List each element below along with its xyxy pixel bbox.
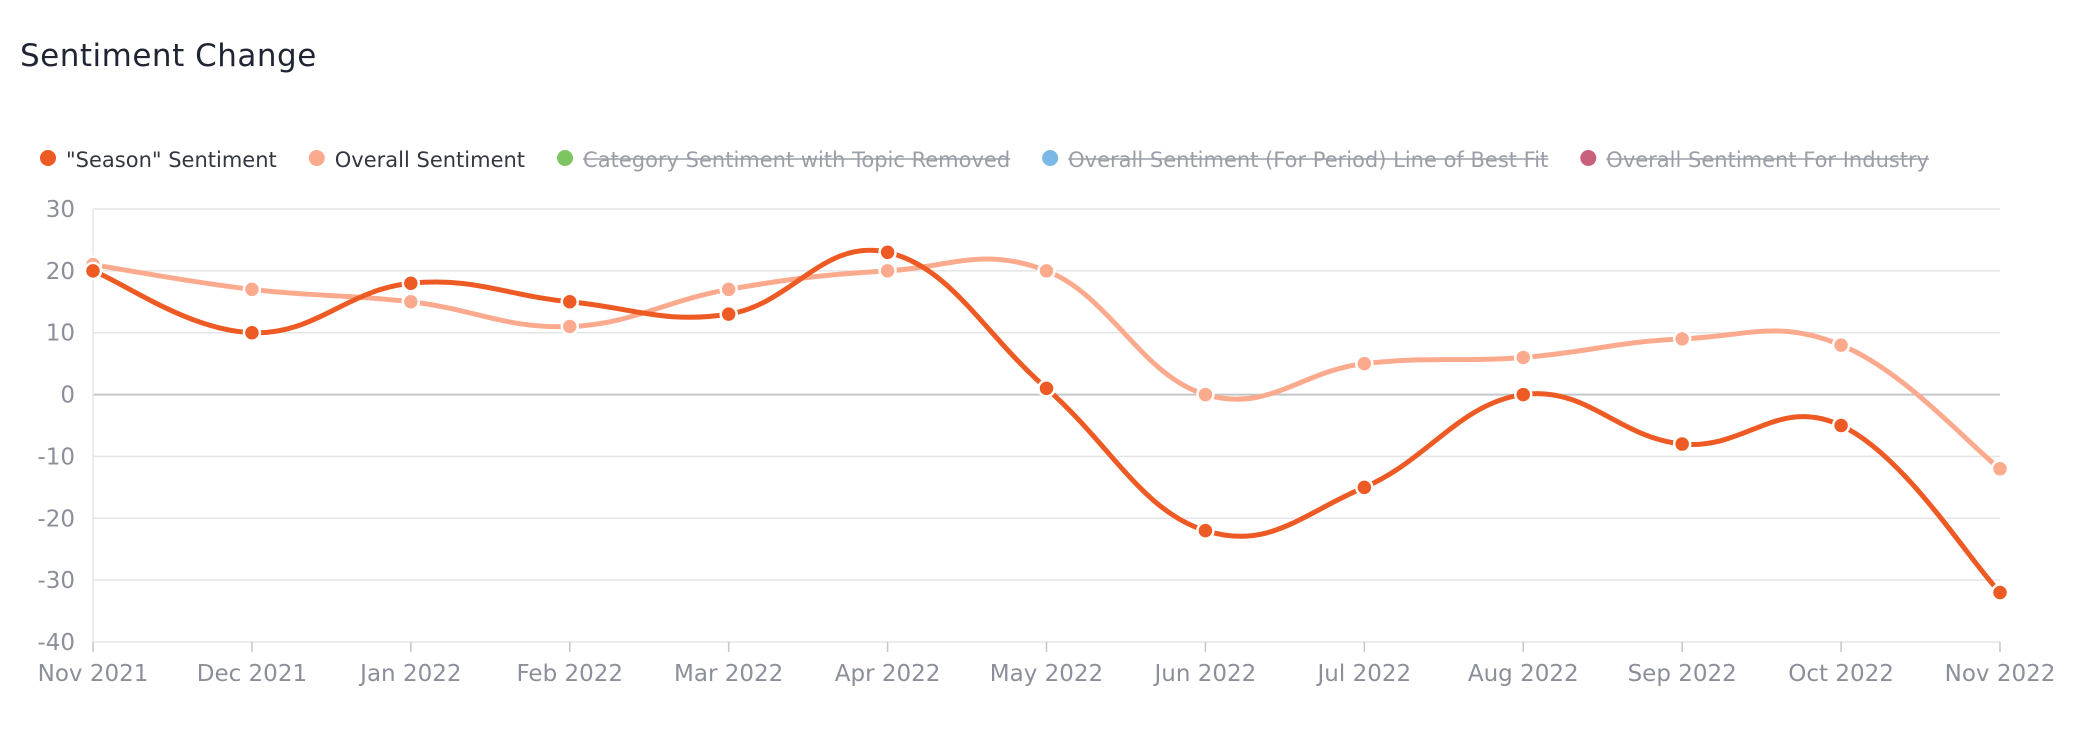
- y-tick-label: 0: [60, 383, 75, 409]
- x-tick-label: Dec 2021: [197, 661, 307, 687]
- x-tick-label: Sep 2022: [1628, 661, 1737, 687]
- legend-marker: [1042, 150, 1059, 166]
- data-point[interactable]: [1196, 385, 1215, 404]
- x-tick-label: Jan 2022: [358, 661, 461, 687]
- x-tick-label: Nov 2022: [1945, 661, 2056, 687]
- x-tick-label: Apr 2022: [835, 661, 941, 687]
- y-tick-label: -20: [37, 506, 75, 532]
- x-tick-label: Jul 2022: [1316, 661, 1412, 687]
- y-tick-label: -10: [37, 444, 75, 470]
- data-point[interactable]: [1990, 459, 2010, 479]
- legend-label: "Season" Sentiment: [66, 148, 277, 172]
- x-tick-label: Aug 2022: [1468, 661, 1579, 687]
- legend-item-overall-sentiment-for-industry[interactable]: Overall Sentiment For Industry: [1580, 148, 1930, 172]
- legend-marker: [1580, 150, 1597, 166]
- legend: "Season" Sentiment Overall Sentiment Categ…: [40, 148, 1930, 172]
- y-tick-label: -30: [37, 568, 75, 594]
- data-point[interactable]: [719, 304, 738, 324]
- legend-marker: [308, 150, 325, 166]
- data-point[interactable]: [1355, 354, 1374, 373]
- data-point[interactable]: [1037, 379, 1056, 398]
- data-point[interactable]: [401, 292, 421, 312]
- legend-marker: [557, 150, 574, 166]
- axes: 30 20 10 0 -10 -20 -30 -40 Nov 2021 Dec 2021 Jan 2…: [37, 197, 2055, 687]
- data-point[interactable]: [1990, 583, 2010, 602]
- y-tick-label: 20: [46, 259, 75, 285]
- data-point[interactable]: [1672, 434, 1692, 454]
- y-tick-label: 10: [46, 321, 75, 347]
- series-layer: [83, 243, 2010, 602]
- x-tick-label: May 2022: [990, 661, 1103, 687]
- x-tick-label: Jun 2022: [1153, 661, 1257, 687]
- series-overall-sentiment: [83, 255, 2010, 479]
- legend-item-category-sentiment-with-topic-removed[interactable]: Category Sentiment with Topic Removed: [557, 148, 1011, 172]
- legend-label: Category Sentiment with Topic Removed: [583, 148, 1010, 172]
- data-point[interactable]: [83, 261, 103, 281]
- legend-marker: [40, 150, 56, 166]
- x-tick-label: Feb 2022: [516, 661, 623, 687]
- data-point[interactable]: [878, 243, 897, 262]
- data-point[interactable]: [1514, 348, 1533, 367]
- series-season-sentiment: [83, 243, 2010, 602]
- data-point[interactable]: [1514, 385, 1533, 404]
- x-tick-label: Nov 2021: [38, 661, 149, 687]
- x-tick-label: Mar 2022: [674, 661, 783, 687]
- x-tick-label: Oct 2022: [1788, 661, 1894, 687]
- data-point[interactable]: [560, 317, 579, 336]
- legend-item-overall-sentiment[interactable]: Overall Sentiment: [308, 148, 525, 172]
- legend-item-season-sentiment[interactable]: "Season" Sentiment: [40, 148, 277, 172]
- data-point[interactable]: [242, 323, 262, 342]
- data-point[interactable]: [719, 280, 738, 299]
- series-line-season-sentiment: [90, 247, 2003, 596]
- data-point[interactable]: [560, 292, 579, 312]
- y-tick-label: 30: [46, 197, 75, 223]
- data-point[interactable]: [1831, 335, 1851, 355]
- y-tick-label: -40: [37, 630, 75, 656]
- legend-label: Overall Sentiment (For Period) Line of B…: [1068, 148, 1548, 172]
- legend-label: Overall Sentiment For Industry: [1606, 148, 1929, 172]
- data-point[interactable]: [1831, 416, 1851, 435]
- chart-title: Sentiment Change: [20, 38, 317, 74]
- data-point[interactable]: [1355, 478, 1374, 497]
- legend-label: Overall Sentiment: [335, 148, 525, 172]
- data-point[interactable]: [242, 280, 262, 299]
- data-point[interactable]: [1037, 261, 1056, 281]
- data-point[interactable]: [878, 261, 897, 281]
- data-point[interactable]: [401, 273, 421, 293]
- data-point[interactable]: [1196, 521, 1215, 540]
- data-point[interactable]: [1672, 329, 1692, 349]
- legend-item-overall-sentiment-for-period-line-of-best-fit[interactable]: Overall Sentiment (For Period) Line of B…: [1042, 148, 1549, 172]
